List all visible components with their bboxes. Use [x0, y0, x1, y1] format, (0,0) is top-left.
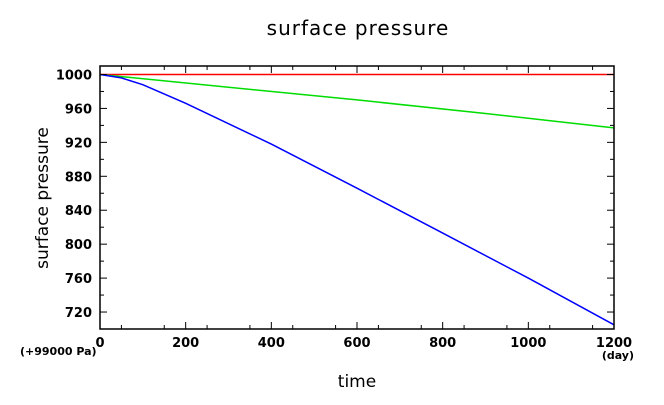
y-tick-label: 920: [65, 136, 92, 151]
y-tick-label: 800: [65, 238, 92, 253]
chart-title: surface pressure: [267, 16, 450, 40]
series-layer: [99, 73, 615, 326]
y-unit-label: (+99000 Pa): [20, 345, 97, 358]
x-tick-label: 600: [343, 336, 370, 351]
y-tick-label: 840: [65, 204, 92, 219]
series-line-3: [99, 73, 615, 326]
x-unit-label: (day): [602, 349, 634, 362]
y-tick-label: 880: [65, 170, 92, 185]
x-tick-label: 400: [258, 336, 285, 351]
x-tick-label: 0: [95, 336, 104, 351]
y-tick-label: 720: [65, 306, 92, 321]
y-tick-label: 760: [65, 272, 92, 287]
x-tick-label: 1000: [510, 336, 546, 351]
x-tick-label: 800: [429, 336, 456, 351]
y-axis-title: surface pressure: [33, 127, 53, 269]
x-tick-label: 200: [172, 336, 199, 351]
y-tick-label: 960: [65, 102, 92, 117]
ticks-layer: 0 200 400 600 800 1000 1200 720 760 800 840 880 920 9…: [56, 66, 632, 351]
y-tick-label: 1000: [56, 68, 92, 83]
series-line-2: [99, 73, 615, 129]
x-tick-label: 1200: [596, 336, 632, 351]
x-axis-title: time: [338, 372, 376, 392]
plot-frame: [99, 65, 615, 330]
